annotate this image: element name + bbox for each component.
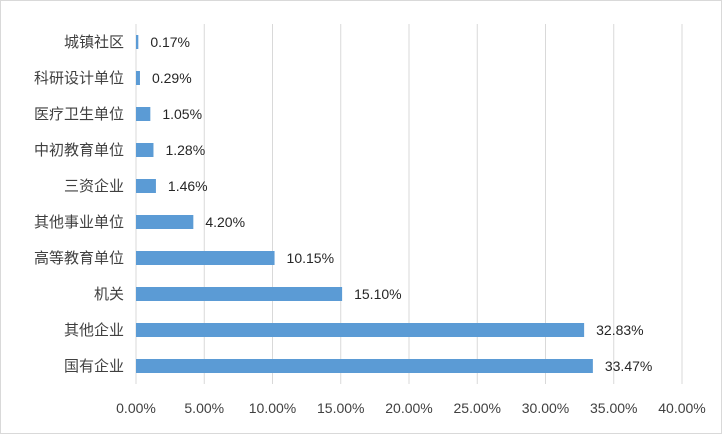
- x-tick-label: 10.00%: [249, 400, 296, 416]
- category-label: 三资企业: [64, 177, 124, 195]
- bar: [136, 287, 343, 301]
- x-tick-label: 25.00%: [454, 400, 501, 416]
- bar: [136, 215, 194, 229]
- bar: [136, 35, 139, 49]
- data-label: 1.28%: [165, 142, 205, 158]
- bar: [136, 323, 585, 337]
- bar: [136, 71, 140, 85]
- category-label: 其他事业单位: [34, 213, 124, 231]
- x-tick-label: 40.00%: [658, 400, 705, 416]
- category-label: 科研设计单位: [34, 69, 124, 87]
- bar: [136, 107, 151, 121]
- x-tick-label: 15.00%: [317, 400, 364, 416]
- data-label: 4.20%: [205, 214, 245, 230]
- bar: [136, 251, 275, 265]
- data-label: 10.15%: [287, 250, 334, 266]
- data-label: 0.17%: [150, 34, 190, 50]
- x-tick-label: 35.00%: [590, 400, 637, 416]
- x-tick-label: 5.00%: [184, 400, 224, 416]
- category-label: 中初教育单位: [34, 141, 124, 159]
- bar: [136, 179, 156, 193]
- data-label: 1.05%: [162, 106, 202, 122]
- data-label: 15.10%: [354, 286, 401, 302]
- category-label: 城镇社区: [64, 33, 124, 51]
- x-tick-label: 20.00%: [385, 400, 432, 416]
- data-label: 0.29%: [152, 70, 192, 86]
- data-label: 1.46%: [168, 178, 208, 194]
- category-label: 国有企业: [64, 357, 124, 375]
- data-label: 32.83%: [596, 322, 643, 338]
- category-label: 机关: [94, 285, 124, 303]
- category-label: 医疗卫生单位: [34, 105, 124, 123]
- category-label: 其他企业: [64, 321, 124, 339]
- bar: [136, 359, 593, 373]
- x-tick-label: 0.00%: [116, 400, 156, 416]
- category-label: 高等教育单位: [34, 249, 124, 267]
- x-tick-label: 30.00%: [522, 400, 569, 416]
- bar: [136, 143, 154, 157]
- data-label: 33.47%: [605, 358, 652, 374]
